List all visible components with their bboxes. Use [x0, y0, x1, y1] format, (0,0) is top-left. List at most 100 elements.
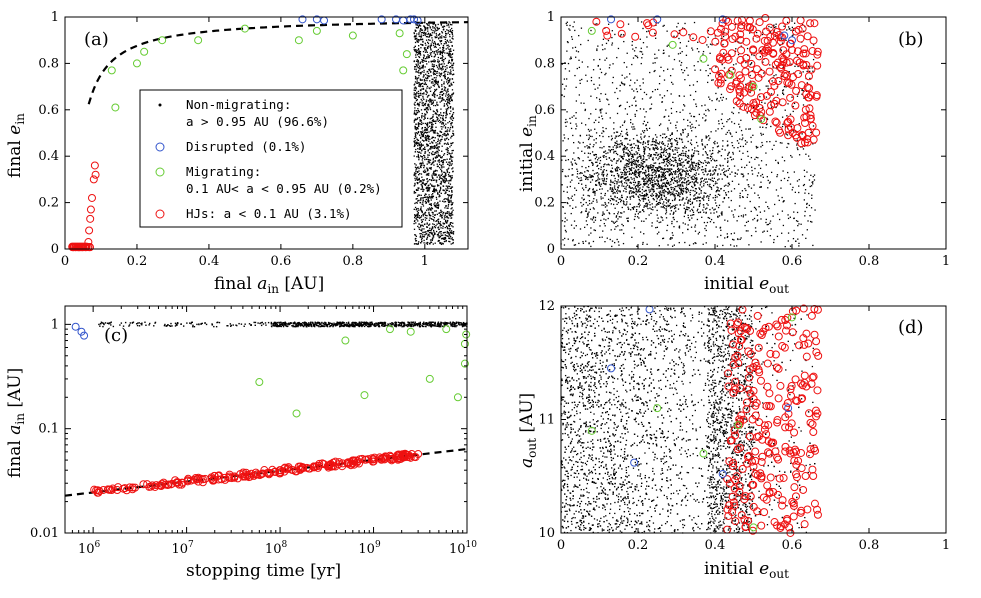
nonmigrating-dot	[673, 226, 675, 228]
nonmigrating-dot	[703, 221, 706, 224]
nonmigrating-dot	[716, 164, 718, 167]
nonmigrating-dot	[707, 81, 709, 84]
nonmigrating-dot	[425, 35, 428, 38]
nonmigrating-dot	[584, 171, 586, 173]
nonmigrating-dot	[424, 60, 426, 62]
nonmigrating-dot	[437, 201, 439, 204]
nonmigrating-dot	[786, 134, 789, 136]
nonmigrating-dot	[422, 135, 425, 137]
nonmigrating-dot	[442, 46, 444, 49]
nonmigrating-dot	[588, 242, 590, 245]
nonmigrating-dot	[643, 91, 646, 94]
nonmigrating-dot	[439, 221, 442, 223]
nonmigrating-dot	[653, 199, 655, 201]
nonmigrating-dot	[745, 214, 747, 216]
nonmigrating-dot	[426, 144, 429, 146]
nonmigrating-dot	[425, 182, 428, 185]
nonmigrating-dot	[430, 60, 433, 63]
nonmigrating-dot	[420, 156, 423, 158]
nonmigrating-dot	[590, 175, 592, 177]
nonmigrating-dot	[603, 218, 605, 220]
nonmigrating-dot	[700, 178, 702, 180]
nonmigrating-dot	[428, 87, 430, 89]
nonmigrating-dot	[439, 222, 441, 225]
nonmigrating-dot	[775, 66, 778, 68]
nonmigrating-dot	[688, 33, 690, 36]
nonmigrating-dot	[420, 238, 423, 240]
nonmigrating-dot	[657, 170, 659, 172]
nonmigrating-dot	[447, 96, 450, 98]
nonmigrating-dot	[653, 70, 655, 73]
nonmigrating-dot	[663, 79, 666, 81]
nonmigrating-dot	[568, 28, 570, 30]
nonmigrating-dot	[727, 197, 730, 199]
nonmigrating-dot	[452, 167, 454, 169]
nonmigrating-dot	[691, 178, 694, 180]
nonmigrating-dot	[714, 183, 716, 185]
nonmigrating-dot	[440, 37, 442, 39]
nonmigrating-dot	[677, 53, 680, 55]
nonmigrating-dot	[450, 41, 452, 43]
nonmigrating-dot	[418, 199, 420, 202]
nonmigrating-dot	[588, 195, 591, 197]
nonmigrating-dot	[694, 198, 696, 200]
nonmigrating-dot	[684, 241, 686, 244]
nonmigrating-dot	[448, 240, 450, 243]
nonmigrating-dot	[658, 175, 660, 177]
nonmigrating-dot	[417, 225, 419, 228]
nonmigrating-dot	[423, 179, 425, 181]
nonmigrating-dot	[746, 179, 748, 181]
nonmigrating-dot	[449, 241, 451, 243]
nonmigrating-dot	[811, 197, 813, 199]
nonmigrating-dot	[417, 62, 419, 64]
nonmigrating-dot	[642, 140, 645, 143]
nonmigrating-dot	[430, 230, 432, 232]
nonmigrating-dot	[652, 157, 654, 159]
nonmigrating-dot	[444, 226, 446, 229]
nonmigrating-dot	[673, 189, 675, 191]
nonmigrating-dot	[584, 108, 587, 111]
nonmigrating-dot	[440, 138, 442, 141]
nonmigrating-dot	[647, 186, 649, 189]
nonmigrating-dot	[665, 217, 668, 219]
nonmigrating-dot	[593, 154, 595, 157]
nonmigrating-dot	[595, 119, 597, 121]
nonmigrating-dot	[666, 187, 669, 190]
nonmigrating-dot	[429, 34, 432, 36]
nonmigrating-dot	[706, 174, 708, 176]
nonmigrating-dot	[697, 169, 699, 171]
point-migrating	[399, 66, 408, 75]
nonmigrating-dot	[435, 144, 438, 147]
nonmigrating-dot	[423, 47, 426, 49]
nonmigrating-dot	[650, 177, 652, 180]
nonmigrating-dot	[741, 166, 743, 168]
nonmigrating-dot	[435, 230, 438, 233]
nonmigrating-dot	[709, 208, 711, 211]
nonmigrating-dot	[415, 71, 417, 73]
nonmigrating-dot	[651, 169, 653, 171]
nonmigrating-dot	[640, 47, 642, 49]
nonmigrating-dot	[623, 203, 625, 206]
nonmigrating-dot	[698, 193, 700, 195]
nonmigrating-dot	[600, 112, 602, 114]
nonmigrating-dot	[436, 198, 438, 200]
nonmigrating-dot	[608, 135, 610, 138]
nonmigrating-dot	[714, 194, 717, 197]
nonmigrating-dot	[655, 152, 658, 154]
nonmigrating-dot	[415, 214, 418, 216]
nonmigrating-dot	[446, 33, 448, 35]
nonmigrating-dot	[653, 171, 655, 173]
nonmigrating-dot	[739, 95, 741, 97]
nonmigrating-dot	[438, 196, 440, 198]
nonmigrating-dot	[438, 97, 440, 99]
nonmigrating-dot	[445, 134, 448, 137]
nonmigrating-dot	[652, 168, 654, 171]
nonmigrating-dot	[677, 174, 680, 176]
nonmigrating-dot	[619, 35, 622, 37]
nonmigrating-dot	[441, 145, 443, 147]
nonmigrating-dot	[447, 101, 449, 103]
nonmigrating-dot	[446, 29, 448, 31]
nonmigrating-dot	[428, 36, 430, 38]
nonmigrating-dot	[436, 27, 439, 29]
nonmigrating-dot	[715, 191, 717, 193]
